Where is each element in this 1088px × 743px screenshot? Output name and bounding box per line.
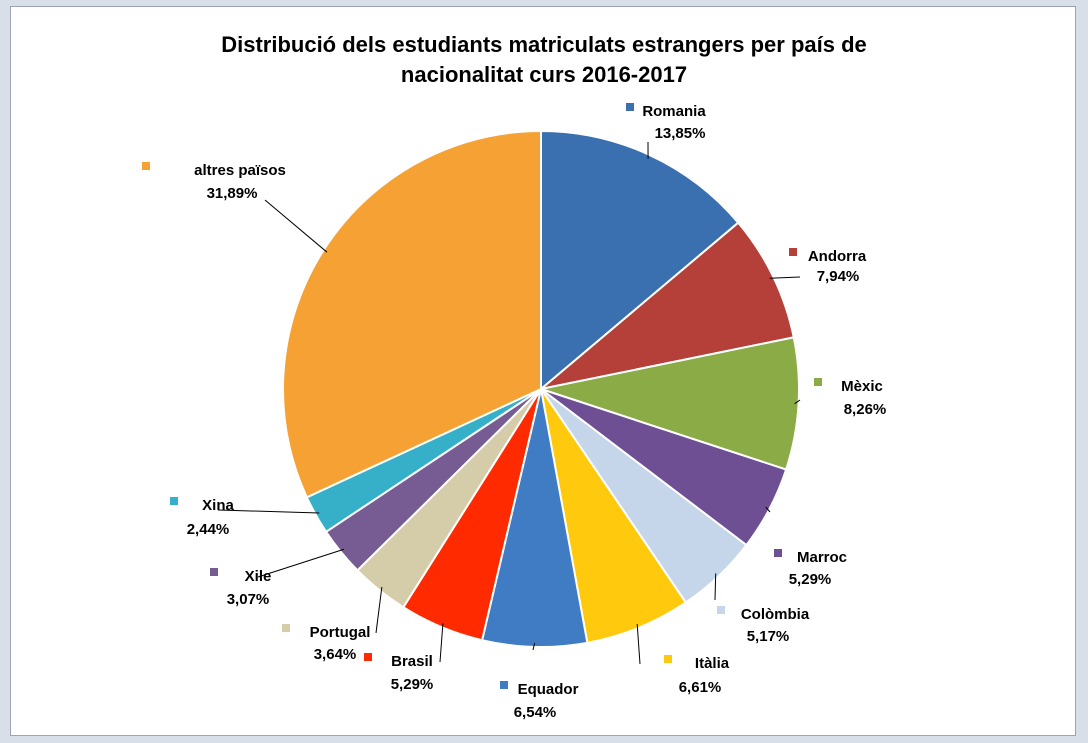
leader-line (794, 399, 801, 405)
legend-marker (364, 653, 372, 661)
value-label: 13,85% (655, 125, 706, 142)
leader-line (532, 642, 536, 651)
category-label: Xile (245, 568, 272, 585)
legend-marker (210, 568, 218, 576)
legend-marker (626, 103, 634, 111)
category-label: Xina (202, 497, 234, 514)
category-label: Romania (642, 103, 706, 120)
category-label: altres països (194, 162, 286, 179)
legend-marker (774, 549, 782, 557)
legend-marker (717, 606, 725, 614)
leader-line (714, 573, 717, 601)
value-label: 2,44% (187, 521, 230, 538)
value-label: 6,54% (514, 704, 557, 721)
leader-line (257, 548, 345, 578)
value-label: 6,61% (679, 679, 722, 696)
leader-line (264, 199, 328, 253)
value-label: 5,29% (789, 571, 832, 588)
value-label: 5,17% (747, 628, 790, 645)
pie-slice (540, 129, 740, 392)
leader-line (765, 506, 771, 513)
category-label: Colòmbia (741, 606, 810, 623)
category-label: Andorra (808, 248, 867, 265)
value-label: 3,64% (314, 646, 357, 663)
pie-slice (540, 221, 795, 390)
chart-title: Distribució dels estudiants matriculats … (221, 32, 867, 87)
legend-marker (282, 624, 290, 632)
category-label: Equador (518, 681, 579, 698)
leader-line (375, 586, 383, 634)
pie-slice (540, 388, 688, 644)
value-label: 5,29% (391, 676, 434, 693)
legend-marker (814, 378, 822, 386)
leader-line (769, 276, 801, 279)
pie-slice (537, 336, 800, 471)
legend-marker (664, 655, 672, 663)
category-label: Brasil (391, 653, 433, 670)
category-label: Portugal (310, 624, 371, 641)
legend-marker (789, 248, 797, 256)
leader-line (217, 509, 320, 514)
legend-marker (500, 681, 508, 689)
value-label: 8,26% (844, 401, 887, 418)
value-label: 7,94% (817, 268, 860, 285)
legend-marker (170, 497, 178, 505)
legend-marker (142, 162, 150, 170)
leader-line (636, 624, 641, 665)
pie-slice (282, 129, 542, 499)
category-label: Itàlia (695, 655, 730, 672)
value-label: 3,07% (227, 591, 270, 608)
category-label: Mèxic (841, 378, 883, 395)
leader-line (439, 623, 444, 663)
value-label: 31,89% (207, 185, 258, 202)
category-label: Marroc (797, 549, 847, 566)
